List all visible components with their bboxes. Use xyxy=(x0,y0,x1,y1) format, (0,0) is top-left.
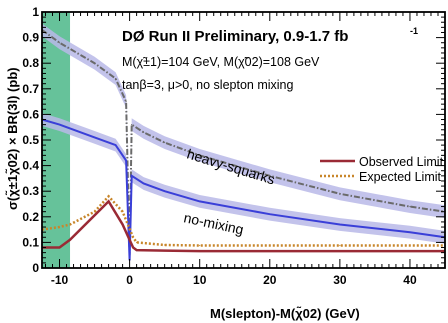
theory-point-1-12 xyxy=(409,232,410,233)
series-point-1-6 xyxy=(133,237,134,238)
series-point-1-7 xyxy=(136,242,137,243)
y-tick-label: 0.9 xyxy=(22,31,39,45)
mass-annotation: M(χ̃±1)=104 GeV, M(χ̃02)=108 GeV xyxy=(122,55,320,69)
theory-point-1-9 xyxy=(199,201,200,202)
series-point-0-8 xyxy=(199,251,200,252)
x-tick-label: 0 xyxy=(126,273,133,287)
series-point-0-3 xyxy=(108,201,109,202)
series-point-1-3 xyxy=(94,211,95,212)
series-point-0-7 xyxy=(164,250,165,251)
chart-title-superscript: -1 xyxy=(410,26,418,36)
series-point-1-11 xyxy=(339,245,340,246)
theory-point-0-4 xyxy=(126,101,127,102)
theory-point-0-11 xyxy=(339,193,340,194)
y-tick-label: 0.6 xyxy=(22,107,39,121)
series-point-0-5 xyxy=(133,247,134,248)
series-point-1-5 xyxy=(122,211,123,212)
theory-point-1-3 xyxy=(115,145,116,146)
series-point-0-10 xyxy=(339,251,340,252)
theory-point-1-6 xyxy=(131,175,132,176)
lep-label: LEP xyxy=(68,83,83,108)
theory-point-1-2 xyxy=(94,137,95,138)
series-point-0-6 xyxy=(136,249,137,250)
theory-point-0-8 xyxy=(164,142,165,143)
theory-point-1-11 xyxy=(339,224,340,225)
x-tick-label: 40 xyxy=(403,273,417,287)
y-tick-label: 0 xyxy=(32,261,39,275)
x-tick-label: -10 xyxy=(51,273,69,287)
theory-point-0-1 xyxy=(59,42,60,43)
y-axis-label: σ(χ̃±1χ̃02) × BR(3l) (pb) xyxy=(5,67,20,210)
series-point-1-10 xyxy=(269,245,270,246)
series-point-1-9 xyxy=(199,245,200,246)
x-tick-label: 30 xyxy=(333,273,347,287)
chart-title: DØ Run II Preliminary, 0.9-1.7 fb xyxy=(122,28,348,45)
theory-point-1-1 xyxy=(59,124,60,125)
theory-point-1-10 xyxy=(269,214,270,215)
params-annotation: tanβ=3, μ>0, no slepton mixing xyxy=(122,78,293,92)
series-point-0-4 xyxy=(122,224,123,225)
theory-point-1-8 xyxy=(164,191,165,192)
series-point-1-4 xyxy=(108,196,109,197)
y-tick-label: 0.7 xyxy=(22,82,39,96)
series-point-0-1 xyxy=(59,247,60,248)
y-tick-label: 0.8 xyxy=(22,56,39,70)
theory-point-0-6 xyxy=(131,124,132,125)
y-tick-label: 0.3 xyxy=(22,184,39,198)
series-point-1-8 xyxy=(164,244,165,245)
theory-point-0-12 xyxy=(409,206,410,207)
theory-point-1-7 xyxy=(143,183,144,184)
series-point-1-2 xyxy=(69,224,70,225)
x-tick-label: 20 xyxy=(263,273,277,287)
theory-point-0-3 xyxy=(115,78,116,79)
x-tick-label: 10 xyxy=(193,273,207,287)
theory-point-1-4 xyxy=(126,160,127,161)
y-tick-label: 0.4 xyxy=(22,159,39,173)
y-tick-label: 0.1 xyxy=(22,235,39,249)
x-axis-label: M(slepton)-M(χ̃02) (GeV) xyxy=(210,306,360,321)
y-tick-label: 1 xyxy=(32,5,39,19)
series-point-0-2 xyxy=(69,239,70,240)
y-tick-label: 0.5 xyxy=(22,133,39,147)
theory-point-0-7 xyxy=(143,132,144,133)
legend-label-expected: Expected Limit xyxy=(359,170,442,184)
series-point-1-1 xyxy=(59,226,60,227)
theory-point-0-2 xyxy=(94,63,95,64)
y-tick-label: 0.2 xyxy=(22,210,39,224)
series-point-0-9 xyxy=(269,251,270,252)
legend-label-observed: Observed Limit xyxy=(359,155,444,169)
